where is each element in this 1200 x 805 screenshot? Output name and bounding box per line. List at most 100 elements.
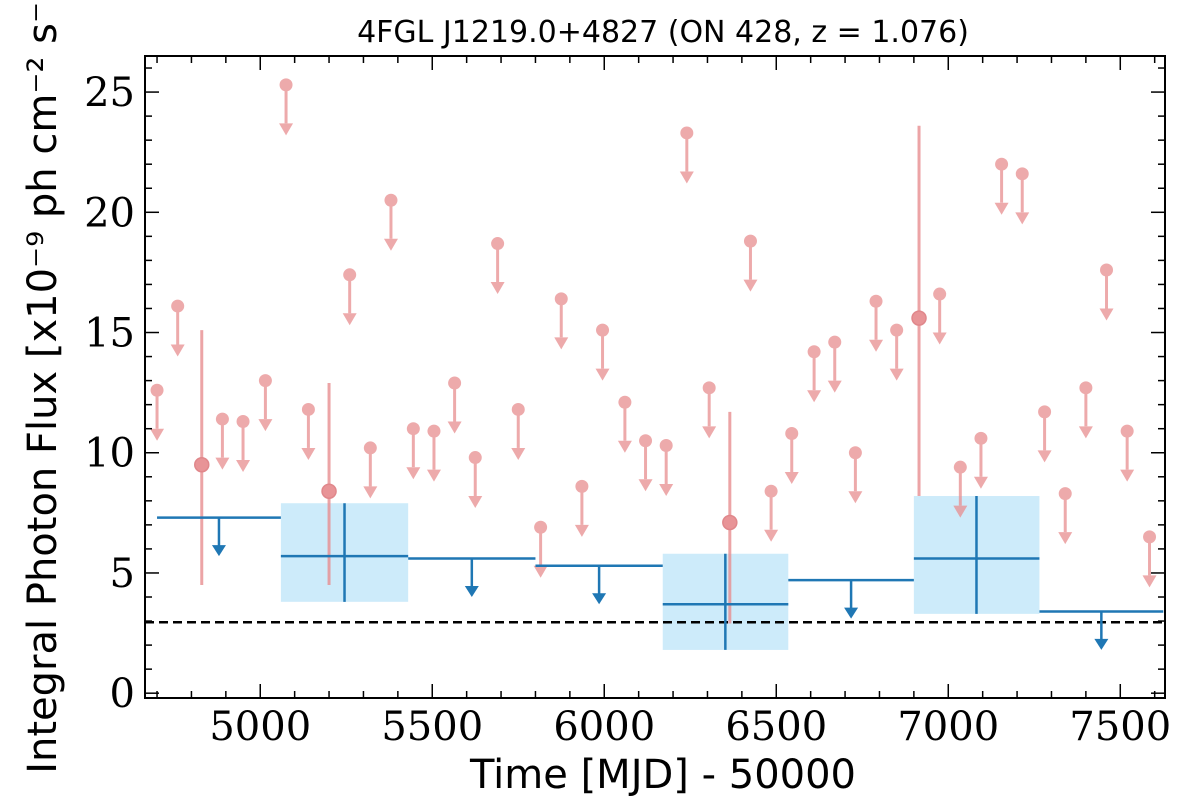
upper-limit-marker	[301, 402, 316, 460]
upper-limit-arrowhead	[1058, 532, 1073, 545]
detection-marker	[321, 383, 337, 585]
upper-limit-arrowhead	[150, 428, 165, 441]
upper-limit-point	[1015, 167, 1029, 181]
upper-limit-arrowhead	[827, 380, 842, 393]
upper-limit-marker	[490, 237, 505, 295]
detection-point	[911, 310, 927, 326]
upper-limit-marker	[973, 431, 988, 489]
upper-limit-point	[1143, 530, 1157, 544]
upper-limit-marker	[595, 323, 610, 381]
upper-limit-arrowhead	[1120, 469, 1135, 482]
upper-limit-point	[953, 460, 967, 474]
upper-limit-marker	[574, 479, 589, 537]
y-tick-label: 20	[84, 190, 135, 236]
upper-limit-arrowhead	[236, 459, 251, 472]
x-tick-label: 7000	[897, 704, 999, 750]
upper-limit-point	[258, 374, 272, 388]
upper-limit-point	[828, 335, 842, 349]
upper-limit-marker	[554, 292, 569, 350]
upper-limit-marker	[889, 323, 904, 381]
upper-limit-arrowhead	[447, 421, 462, 434]
upper-limit-marker	[468, 451, 483, 509]
upper-limit-marker	[827, 335, 842, 393]
upper-limit-point	[343, 268, 357, 282]
plot-area	[145, 78, 1165, 650]
x-tick-label: 6500	[725, 704, 827, 750]
upper-limit-marker	[659, 439, 674, 497]
upper-limit-arrowhead	[490, 282, 505, 295]
upper-limit-point	[150, 383, 164, 397]
upper-limit-arrowhead	[1142, 575, 1157, 588]
upper-limit-arrowhead	[659, 484, 674, 497]
upper-limit-arrowhead	[533, 565, 548, 578]
upper-limit-point	[468, 451, 482, 465]
upper-limit-marker	[932, 287, 947, 345]
upper-limit-arrowhead	[638, 479, 653, 492]
upper-limit-arrowhead	[869, 339, 884, 352]
upper-limit-arrowhead	[383, 238, 398, 251]
upper-limit-point	[215, 412, 229, 426]
upper-limit-point	[1038, 405, 1052, 419]
upper-limit-marker	[279, 78, 294, 136]
axes: 5000 5500 6000 6500 7000 7500 0 5 10 15 20 25	[84, 55, 1171, 750]
upper-limit-point	[384, 193, 398, 207]
upper-limit-marker	[511, 402, 526, 460]
upper-limit-point	[974, 431, 988, 445]
upper-limit-arrowhead	[679, 171, 694, 184]
long-bin-upper-limit-arrowhead	[1094, 638, 1109, 650]
upper-limit-marker	[363, 441, 378, 499]
y-tick-label: 0	[110, 671, 135, 717]
upper-limit-arrowhead	[784, 472, 799, 484]
upper-limit-point	[596, 323, 610, 337]
detection-marker	[911, 125, 927, 497]
upper-limit-arrowhead	[595, 368, 610, 381]
upper-limit-arrowhead	[953, 505, 968, 518]
upper-limit-point	[511, 402, 525, 416]
upper-limit-arrowhead	[426, 469, 441, 482]
x-tick-label: 7500	[1069, 704, 1171, 750]
detection-marker	[194, 330, 210, 585]
upper-limit-arrowhead	[170, 344, 185, 357]
upper-limit-marker	[150, 383, 165, 441]
upper-limit-arrowhead	[617, 440, 632, 453]
upper-limit-arrowhead	[279, 123, 294, 136]
upper-limit-point	[785, 427, 799, 441]
x-tick-label: 6000	[553, 704, 655, 750]
long-bin-upper-limit-arrowhead	[844, 607, 859, 619]
upper-limit-marker	[764, 484, 779, 542]
upper-limit-marker	[638, 434, 653, 492]
upper-limit-point	[279, 78, 293, 92]
upper-limit-marker	[848, 446, 863, 504]
upper-limit-point	[933, 287, 947, 301]
upper-limit-arrowhead	[1099, 308, 1114, 321]
upper-limit-marker	[1015, 167, 1030, 225]
upper-limit-marker	[215, 412, 230, 470]
upper-limit-marker	[236, 414, 251, 472]
upper-limit-arrowhead	[406, 467, 421, 480]
long-bin-upper-limit-arrowhead	[211, 545, 226, 557]
detection-point	[194, 457, 210, 473]
upper-limit-point	[659, 439, 673, 453]
upper-limit-point	[554, 292, 568, 306]
upper-limit-point	[406, 422, 420, 436]
upper-limit-point	[363, 441, 377, 455]
upper-limit-arrowhead	[363, 486, 378, 499]
upper-limit-arrowhead	[215, 457, 230, 470]
upper-limit-arrowhead	[1037, 450, 1052, 463]
upper-limit-arrowhead	[511, 447, 526, 460]
upper-limit-arrowhead	[574, 524, 589, 537]
upper-limit-point	[995, 157, 1009, 171]
upper-limit-arrowhead	[1015, 212, 1030, 225]
upper-limit-marker	[784, 427, 799, 484]
upper-limit-arrowhead	[764, 529, 779, 542]
upper-limit-marker	[702, 381, 717, 439]
upper-limit-arrowhead	[889, 368, 904, 381]
upper-limit-marker	[807, 345, 822, 403]
upper-limit-marker	[953, 460, 968, 518]
upper-limit-point	[236, 414, 250, 428]
upper-limit-marker	[1099, 263, 1114, 321]
upper-limit-point	[848, 446, 862, 460]
upper-limit-arrowhead	[743, 279, 758, 292]
detection-point	[321, 483, 337, 499]
detection-marker	[722, 411, 738, 624]
